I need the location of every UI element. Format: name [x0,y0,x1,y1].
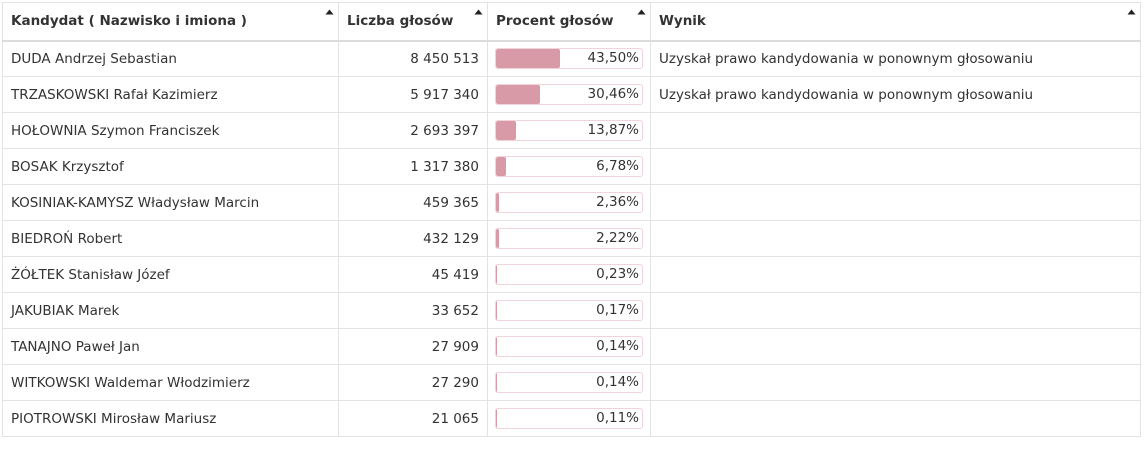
table-row: BOSAK Krzysztof 1 317 380 6,78% [2,148,1141,185]
vote-count: 21 065 [338,400,488,437]
column-header-percent[interactable]: Procent głosów [487,2,651,42]
result-text: Uzyskał prawo kandydowania w ponownym gł… [650,76,1141,113]
column-header-votes-label: Liczba głosów [347,13,454,30]
vote-percent-bar-fill [496,85,541,104]
table-row: BIEDROŃ Robert 432 129 2,22% [2,220,1141,257]
vote-percent-cell: 30,46% [487,76,651,113]
candidate-name: BOSAK Krzysztof [2,148,339,185]
vote-count: 459 365 [338,184,488,221]
vote-count: 5 917 340 [338,76,488,113]
vote-percent-bar-fill [496,121,517,140]
column-header-candidate[interactable]: Kandydat ( Nazwisko i imiona ) [2,2,339,42]
column-header-result-label: Wynik [659,13,706,30]
vote-count: 33 652 [338,292,488,329]
vote-percent-bar: 13,87% [495,120,643,141]
candidate-name: TRZASKOWSKI Rafał Kazimierz [2,76,339,113]
result-text [650,364,1141,401]
vote-count: 1 317 380 [338,148,488,185]
candidate-name: DUDA Andrzej Sebastian [2,40,339,77]
candidate-name: JAKUBIAK Marek [2,292,339,329]
candidate-name: WITKOWSKI Waldemar Włodzimierz [2,364,339,401]
vote-percent-cell: 2,36% [487,184,651,221]
vote-percent-bar: 43,50% [495,48,643,70]
vote-percent-cell: 13,87% [487,112,651,149]
table-header: Kandydat ( Nazwisko i imiona ) Liczba gł… [2,2,1141,42]
vote-count: 432 129 [338,220,488,257]
vote-percent-cell: 2,22% [487,220,651,257]
candidate-name: TANAJNO Paweł Jan [2,328,339,365]
table-row: DUDA Andrzej Sebastian 8 450 513 43,50% Uzy… [2,40,1141,77]
vote-percent-bar: 0,17% [495,300,643,321]
table-row: TANAJNO Paweł Jan 27 909 0,14% [2,328,1141,365]
table-row: PIOTROWSKI Mirosław Mariusz 21 065 0,11% [2,400,1141,437]
vote-percent-cell: 0,14% [487,328,651,365]
table-row: HOŁOWNIA Szymon Franciszek 2 693 397 13,87… [2,112,1141,149]
sort-arrow-icon[interactable] [637,9,646,15]
vote-percent-bar-fill [496,229,500,248]
column-header-candidate-label: Kandydat ( Nazwisko i imiona ) [11,13,247,30]
table-row: ŻÓŁTEK Stanisław Józef 45 419 0,23% [2,256,1141,293]
table-row: WITKOWSKI Waldemar Włodzimierz 27 290 0,14… [2,364,1141,401]
vote-count: 2 693 397 [338,112,488,149]
sort-arrow-icon[interactable] [474,9,483,15]
table-body: DUDA Andrzej Sebastian 8 450 513 43,50% Uzy… [2,40,1141,437]
result-text [650,184,1141,221]
vote-percent-bar: 0,14% [495,372,643,393]
column-header-result[interactable]: Wynik [650,2,1141,42]
table-row: JAKUBIAK Marek 33 652 0,17% [2,292,1141,329]
vote-count: 8 450 513 [338,40,488,77]
vote-percent-value: 0,14% [596,374,639,390]
candidate-name: HOŁOWNIA Szymon Franciszek [2,112,339,149]
result-text: Uzyskał prawo kandydowania w ponownym gł… [650,40,1141,77]
vote-percent-value: 0,11% [596,410,639,426]
header-row: Kandydat ( Nazwisko i imiona ) Liczba gł… [2,2,1141,42]
vote-percent-value: 0,23% [596,266,639,282]
vote-percent-bar: 2,22% [495,228,643,249]
vote-percent-value: 43,50% [587,50,639,67]
vote-count: 45 419 [338,256,488,293]
column-header-votes[interactable]: Liczba głosów [338,2,488,42]
vote-percent-bar-fill [496,193,500,212]
vote-percent-value: 0,14% [596,338,639,354]
vote-count: 27 909 [338,328,488,365]
vote-percent-value: 2,22% [596,230,639,246]
candidate-name: PIOTROWSKI Mirosław Mariusz [2,400,339,437]
table-row: TRZASKOWSKI Rafał Kazimierz 5 917 340 30,4… [2,76,1141,113]
candidate-name: KOSINIAK-KAMYSZ Władysław Marcin [2,184,339,221]
result-text [650,148,1141,185]
vote-percent-bar: 2,36% [495,192,643,213]
vote-percent-value: 6,78% [596,158,639,174]
election-results-table: Kandydat ( Nazwisko i imiona ) Liczba gł… [2,2,1141,437]
result-text [650,292,1141,329]
vote-percent-bar: 0,23% [495,264,643,285]
candidate-name: ŻÓŁTEK Stanisław Józef [2,256,339,293]
vote-percent-value: 30,46% [587,86,639,102]
vote-percent-bar: 6,78% [495,156,643,177]
table-row: KOSINIAK-KAMYSZ Władysław Marcin 459 365 2… [2,184,1141,221]
vote-percent-cell: 0,11% [487,400,651,437]
vote-count: 27 290 [338,364,488,401]
vote-percent-value: 0,17% [596,302,639,318]
result-text [650,220,1141,257]
candidate-name: BIEDROŃ Robert [2,220,339,257]
sort-arrow-icon[interactable] [1127,9,1136,15]
vote-percent-value: 13,87% [587,122,639,138]
result-text [650,112,1141,149]
sort-arrow-icon[interactable] [325,9,334,15]
vote-percent-cell: 43,50% [487,40,651,77]
result-text [650,400,1141,437]
result-text [650,256,1141,293]
vote-percent-cell: 0,23% [487,256,651,293]
vote-percent-value: 2,36% [596,194,639,210]
result-text [650,328,1141,365]
column-header-percent-label: Procent głosów [496,13,614,30]
vote-percent-bar: 0,11% [495,408,643,429]
vote-percent-bar-fill [496,157,506,176]
vote-percent-cell: 0,14% [487,364,651,401]
vote-percent-cell: 0,17% [487,292,651,329]
vote-percent-cell: 6,78% [487,148,651,185]
vote-percent-bar: 0,14% [495,336,643,357]
vote-percent-bar-fill [496,49,560,69]
vote-percent-bar: 30,46% [495,84,643,105]
